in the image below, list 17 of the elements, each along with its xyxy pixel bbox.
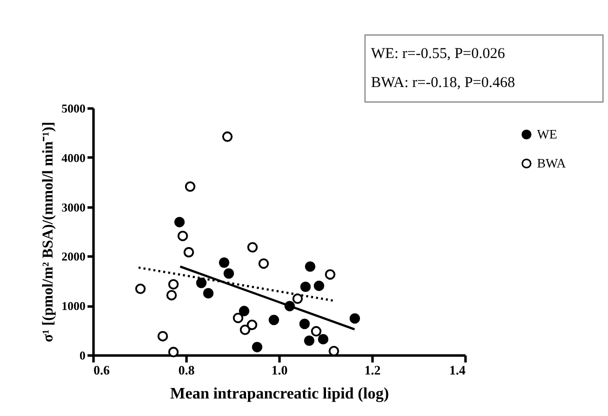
legend-label: WE xyxy=(537,126,558,142)
y-tick-label: 1000 xyxy=(62,299,86,314)
x-tick-label: 0.8 xyxy=(178,362,196,378)
x-axis-title: Mean intrapancreatic lipid (log) xyxy=(170,386,389,402)
x-tick-label: 1.4 xyxy=(449,362,466,378)
legend-label: BWA xyxy=(537,156,566,170)
y-axis-title: σ¹ [(pmol/m² BSA)/(mmol/l min⁻¹)] xyxy=(40,122,56,342)
y-tick-label: 4000 xyxy=(62,150,86,165)
y-tick-label: 3000 xyxy=(62,200,86,214)
x-tick-label: 1.0 xyxy=(271,362,288,378)
x-tick-label: 1.2 xyxy=(364,362,381,378)
text: BWA: r=-0.18, P=0.468 xyxy=(371,75,516,91)
y-tick-label: 0 xyxy=(80,348,86,362)
x-tick-label: 0.6 xyxy=(94,362,110,378)
y-tick-label: 5000 xyxy=(62,102,86,116)
y-tick-label: 2000 xyxy=(62,250,86,264)
text: WE: r=-0.55, P=0.026 xyxy=(371,46,506,62)
